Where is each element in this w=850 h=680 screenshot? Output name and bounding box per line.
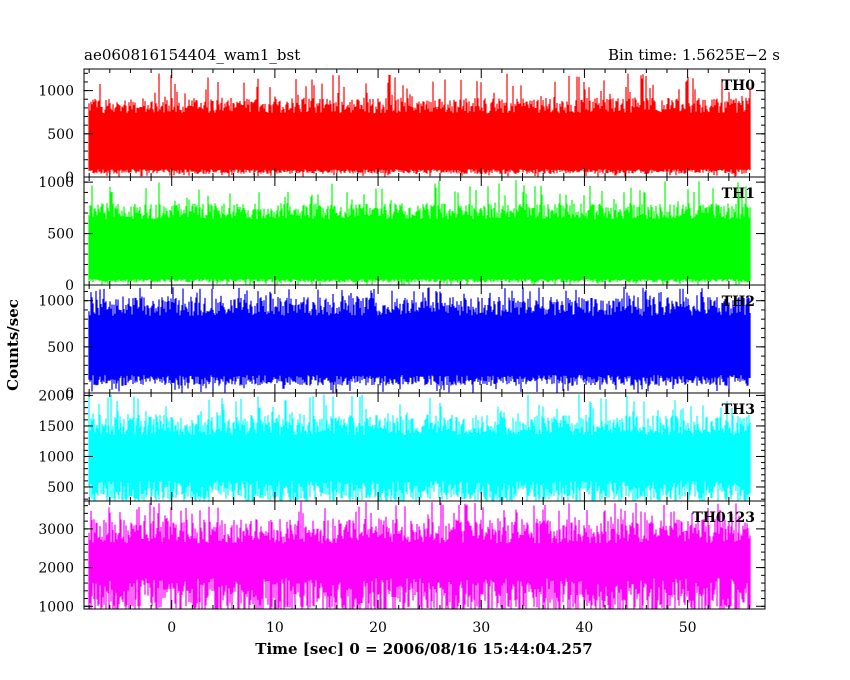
left-title: ae060816154404_wam1_bst [84,46,300,64]
panel-th1: TH1 0 500 1000 [38,175,766,294]
y-tick-label: 0 [65,170,74,186]
y-tick-label: 1000 [38,294,74,310]
panel-th3: TH3 500 1000 1500 2000 [38,388,766,502]
y-tick-label: 500 [47,340,74,356]
panel-th2: TH2 0 500 1000 [38,284,766,402]
panel-label: TH0123 [692,510,755,526]
series-th0 [88,73,751,177]
y-tick-label: 500 [47,480,74,496]
x-tick-label: 20 [369,620,387,636]
x-tick-label: 50 [679,620,697,636]
panel-label: TH2 [722,294,755,310]
panel-label: TH1 [722,186,755,202]
y-tick-label: 3000 [38,522,74,538]
panel-label: TH3 [722,402,755,418]
panel-label: TH0 [722,78,756,94]
y-tick-label: 0 [65,386,74,402]
panel-frame [83,500,766,610]
series-th2 [88,286,751,393]
y-tick-label: 1000 [38,599,74,615]
x-axis-label: Time [sec] 0 = 2006/08/16 15:44:04.257 [255,640,592,658]
series-th1 [88,180,751,285]
x-tick-label: 40 [576,620,594,636]
series-th0123 [88,501,751,609]
y-tick-label: 1000 [38,84,74,100]
panel-th0123: TH0123 1000 2000 3000 [38,500,766,615]
x-tick-label: 10 [266,620,284,636]
panel-th0: TH0 0 500 1000 [38,68,766,186]
y-tick-label: 500 [47,127,74,143]
y-tick-label: 0 [65,278,74,294]
y-tick-label: 2000 [38,561,74,577]
x-tick-label: 0 [167,620,176,636]
y-tick-label: 2000 [38,388,74,404]
y-axis-label: Counts/sec [4,299,22,391]
series-th3 [88,394,751,501]
y-tick-label: 1000 [38,449,74,465]
panels-group: TH0 0 500 1000 TH1 0 500 1000 TH2 0 500 1000 TH3 500 1… [38,68,766,615]
x-tick-label: 30 [472,620,490,636]
y-tick-label: 500 [47,227,74,243]
x-axis: 0 10 20 30 40 50 [167,620,696,636]
y-tick-label: 1000 [38,175,74,191]
y-tick-label: 1500 [38,419,74,435]
right-title: Bin time: 1.5625E−2 s [608,46,780,64]
